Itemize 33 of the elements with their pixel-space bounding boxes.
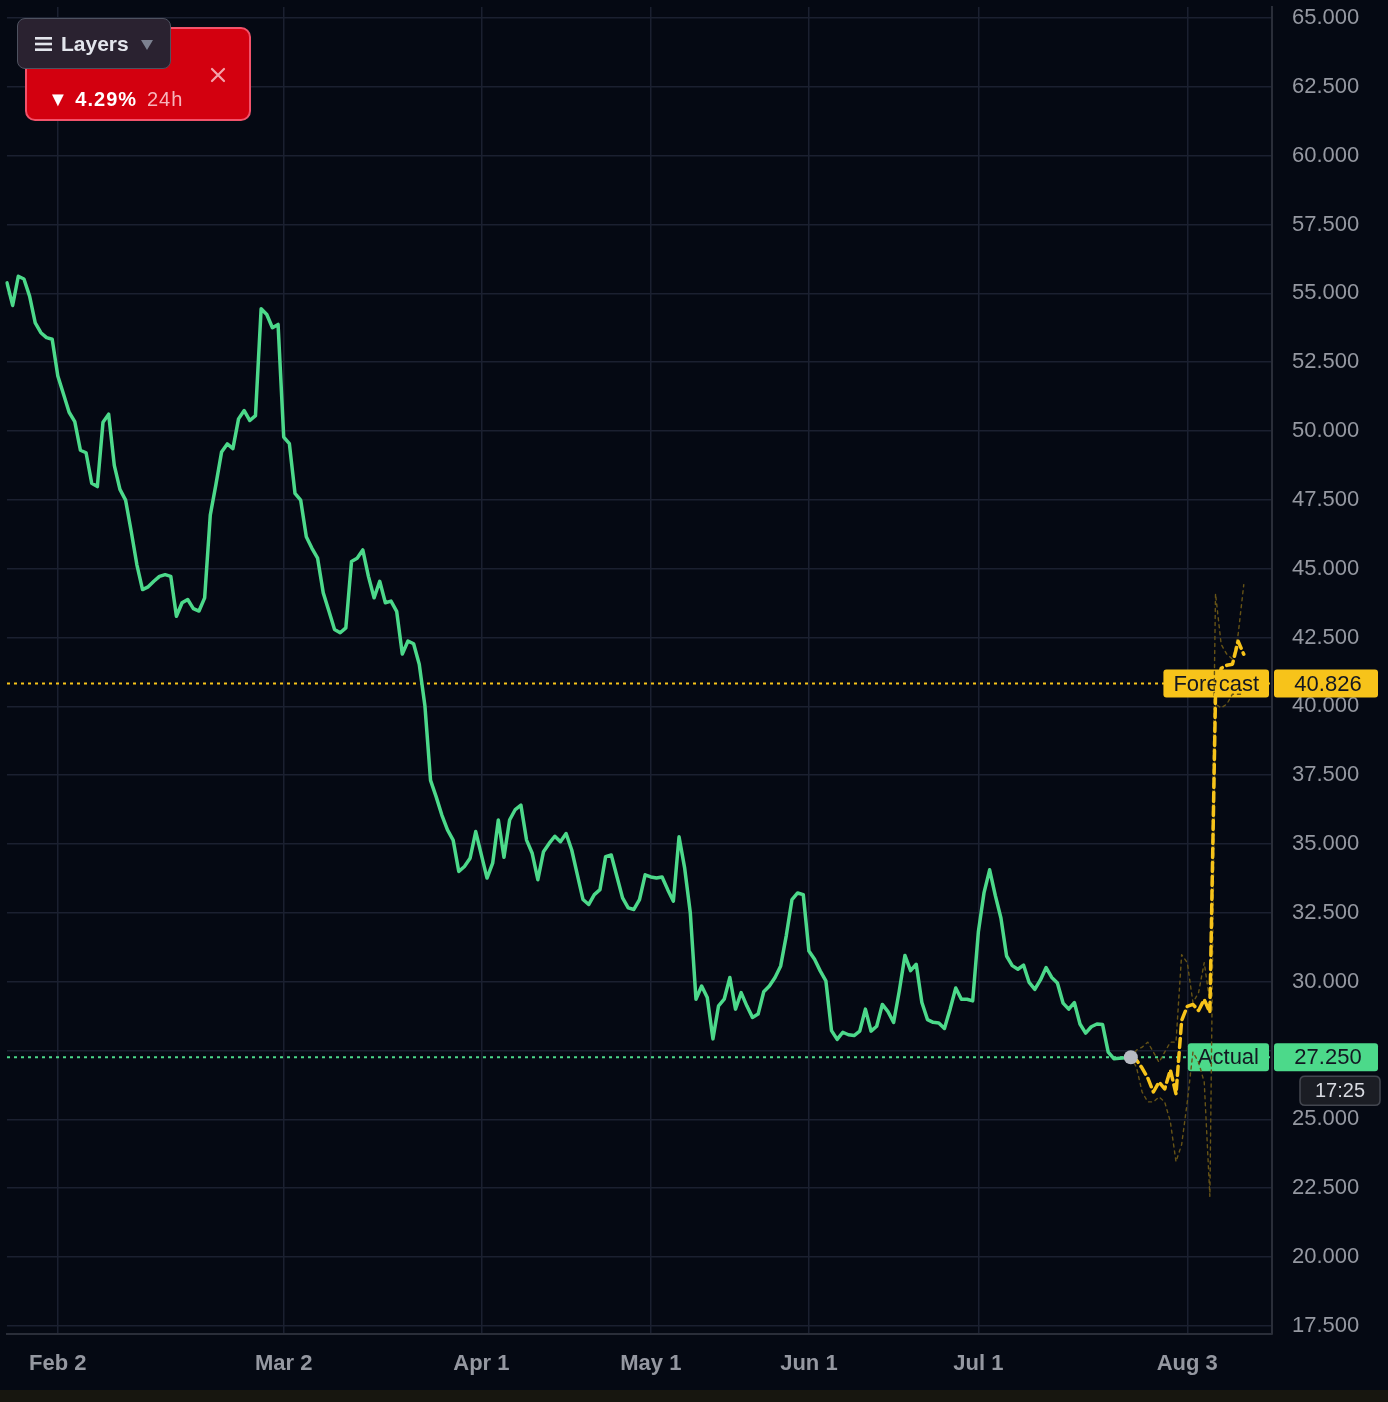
y-tick-label: 50.000	[1292, 417, 1360, 443]
y-tick-label: 25.000	[1292, 1105, 1360, 1131]
x-tick-label: Jul 1	[953, 1350, 1004, 1376]
y-tick-label: 22.500	[1292, 1174, 1360, 1200]
ref-line-label: Actual	[1197, 1044, 1260, 1070]
y-tick-label: 37.500	[1292, 761, 1360, 787]
y-tick-label: 52.500	[1292, 348, 1360, 374]
x-tick-label: Mar 2	[254, 1350, 313, 1376]
text: 17:25	[1314, 1079, 1366, 1102]
y-tick-label: 60.000	[1292, 141, 1360, 167]
x-tick-label: May 1	[620, 1350, 682, 1376]
annotation: Layers	[61, 32, 129, 56]
x-tick-label: Jun 1	[780, 1350, 838, 1376]
annotation: 24h	[147, 88, 184, 111]
y-tick-label: 62.500	[1292, 72, 1360, 98]
y-tick-label: 45.000	[1292, 554, 1360, 580]
x-tick-label: Feb 2	[29, 1350, 87, 1376]
y-tick-label: 57.500	[1292, 210, 1360, 236]
x-tick-label: Aug 3	[1156, 1350, 1218, 1376]
y-tick-label: 17.500	[1292, 1311, 1360, 1337]
y-tick-label: 30.000	[1292, 967, 1360, 993]
y-tick-label: 35.000	[1292, 830, 1360, 856]
y-tick-label: 47.500	[1292, 485, 1360, 511]
text: 27.250	[1294, 1044, 1362, 1070]
y-tick-label: 55.000	[1292, 279, 1360, 305]
y-tick-label: 65.000	[1292, 4, 1360, 30]
y-tick-label: 32.500	[1292, 898, 1360, 924]
y-tick-label: 42.500	[1292, 623, 1360, 649]
y-tick-label: 20.000	[1292, 1242, 1360, 1268]
dropdown-button: Layers	[17, 18, 171, 69]
annotation: ▼ 4.29%	[48, 88, 138, 111]
x-tick-label: Apr 1	[453, 1350, 510, 1376]
ref-line-label: Forecast	[1173, 670, 1260, 696]
